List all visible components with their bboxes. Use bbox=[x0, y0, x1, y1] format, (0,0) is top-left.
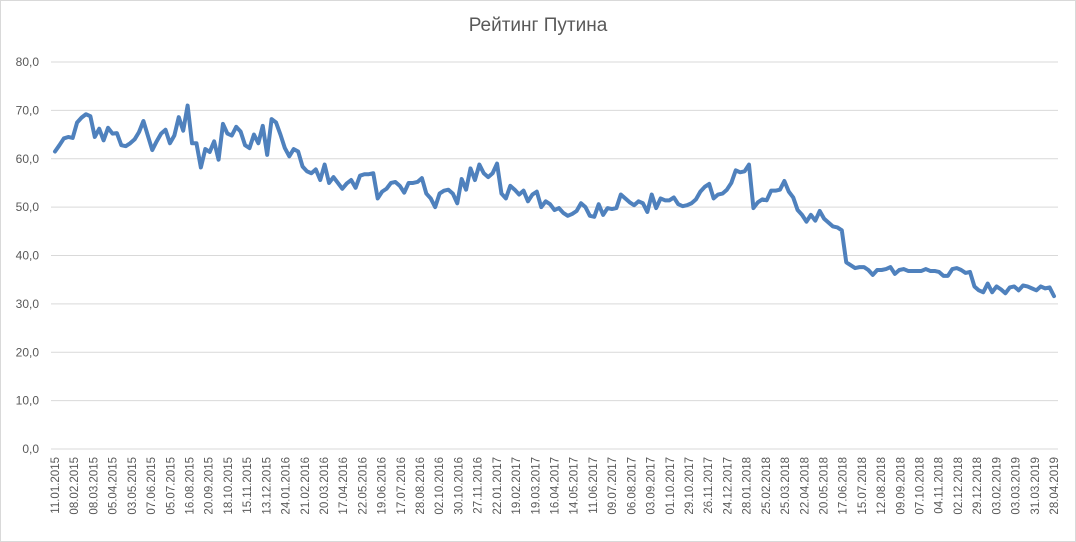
x-tick-label: 09.09.2018 bbox=[895, 457, 907, 515]
x-tick-label: 02.12.2018 bbox=[953, 457, 965, 515]
x-tick-label: 19.03.2017 bbox=[530, 457, 542, 515]
y-tick-label: 20,0 bbox=[16, 345, 40, 359]
y-tick-label: 40,0 bbox=[16, 249, 40, 263]
y-tick-label: 10,0 bbox=[16, 394, 40, 408]
y-tick-label: 50,0 bbox=[16, 200, 40, 214]
x-tick-label: 03.05.2015 bbox=[127, 457, 139, 515]
x-tick-label: 16.08.2015 bbox=[184, 457, 196, 515]
x-tick-label: 08.02.2015 bbox=[69, 457, 81, 515]
x-tick-label: 15.11.2015 bbox=[242, 457, 254, 514]
x-tick-label: 05.04.2015 bbox=[108, 457, 120, 515]
x-tick-label: 15.07.2018 bbox=[857, 457, 869, 515]
x-axis-ticks: 11.01.2015 08.02.2015 08.03.2015 05.04.2015… bbox=[50, 457, 1061, 515]
x-tick-label: 28.01.2018 bbox=[742, 457, 754, 515]
x-tick-label: 29.10.2017 bbox=[684, 457, 696, 515]
x-tick-label: 12.08.2018 bbox=[876, 457, 888, 515]
x-tick-label: 17.04.2016 bbox=[338, 457, 350, 515]
y-tick-label: 30,0 bbox=[16, 297, 40, 311]
x-tick-label: 25.02.2018 bbox=[761, 457, 773, 515]
x-tick-label: 20.09.2015 bbox=[204, 457, 216, 515]
x-tick-label: 18.10.2015 bbox=[223, 457, 235, 515]
x-tick-label: 28.08.2016 bbox=[415, 457, 427, 515]
x-tick-label: 22.04.2018 bbox=[799, 457, 811, 515]
x-tick-label: 17.07.2016 bbox=[396, 457, 408, 515]
gridlines bbox=[51, 61, 1058, 450]
x-tick-label: 14.05.2017 bbox=[569, 457, 581, 515]
x-tick-label: 28.04.2019 bbox=[1049, 457, 1061, 515]
series-line bbox=[53, 103, 1056, 299]
x-tick-label: 27.11.2016 bbox=[473, 457, 485, 514]
y-tick-label: 60,0 bbox=[16, 152, 40, 166]
x-tick-label: 01.10.2017 bbox=[665, 457, 677, 515]
x-tick-label: 07.10.2018 bbox=[915, 457, 927, 515]
x-tick-label: 30.10.2016 bbox=[453, 457, 465, 515]
x-tick-label: 20.03.2016 bbox=[319, 457, 331, 515]
y-axis-ticks: 0,0 10,0 20,0 30,0 40,0 50,0 60,0 70,0 80,0 bbox=[16, 55, 40, 456]
x-tick-label: 06.08.2017 bbox=[626, 457, 638, 515]
x-tick-label: 11.01.2015 bbox=[50, 457, 62, 514]
x-tick-label: 21.02.2016 bbox=[300, 457, 312, 515]
series-layer bbox=[53, 103, 1056, 299]
x-tick-label: 03.03.2019 bbox=[1011, 457, 1023, 515]
x-tick-label: 24.12.2017 bbox=[722, 457, 734, 515]
chart-title: Рейтинг Путина bbox=[468, 15, 608, 36]
y-tick-label: 0,0 bbox=[22, 442, 39, 456]
x-tick-label: 03.09.2017 bbox=[646, 457, 658, 515]
x-tick-label: 17.06.2018 bbox=[838, 457, 850, 515]
x-tick-label: 31.03.2019 bbox=[1030, 457, 1042, 515]
x-tick-label: 08.03.2015 bbox=[88, 457, 100, 515]
x-tick-label: 22.01.2017 bbox=[492, 457, 504, 515]
x-tick-label: 02.10.2016 bbox=[434, 457, 446, 515]
x-tick-label: 11.06.2017 bbox=[588, 457, 600, 514]
x-tick-label: 13.12.2015 bbox=[261, 457, 273, 515]
y-tick-label: 80,0 bbox=[16, 55, 40, 69]
x-tick-label: 04.11.2018 bbox=[934, 457, 946, 514]
x-tick-label: 07.06.2015 bbox=[146, 457, 158, 515]
x-tick-label: 19.02.2017 bbox=[511, 457, 523, 515]
x-tick-label: 20.05.2018 bbox=[818, 457, 830, 515]
x-tick-label: 26.11.2017 bbox=[703, 457, 715, 514]
x-tick-label: 25.03.2018 bbox=[780, 457, 792, 515]
y-tick-label: 70,0 bbox=[16, 103, 40, 117]
x-tick-label: 22.05.2016 bbox=[357, 457, 369, 515]
x-tick-label: 24.01.2016 bbox=[281, 457, 293, 515]
x-tick-label: 19.06.2016 bbox=[377, 457, 389, 515]
x-tick-label: 16.04.2017 bbox=[550, 457, 562, 515]
x-tick-label: 29.12.2018 bbox=[972, 457, 984, 515]
x-tick-label: 05.07.2015 bbox=[165, 457, 177, 515]
x-tick-label: 09.07.2017 bbox=[607, 457, 619, 515]
x-tick-label: 03.02.2019 bbox=[991, 457, 1003, 515]
